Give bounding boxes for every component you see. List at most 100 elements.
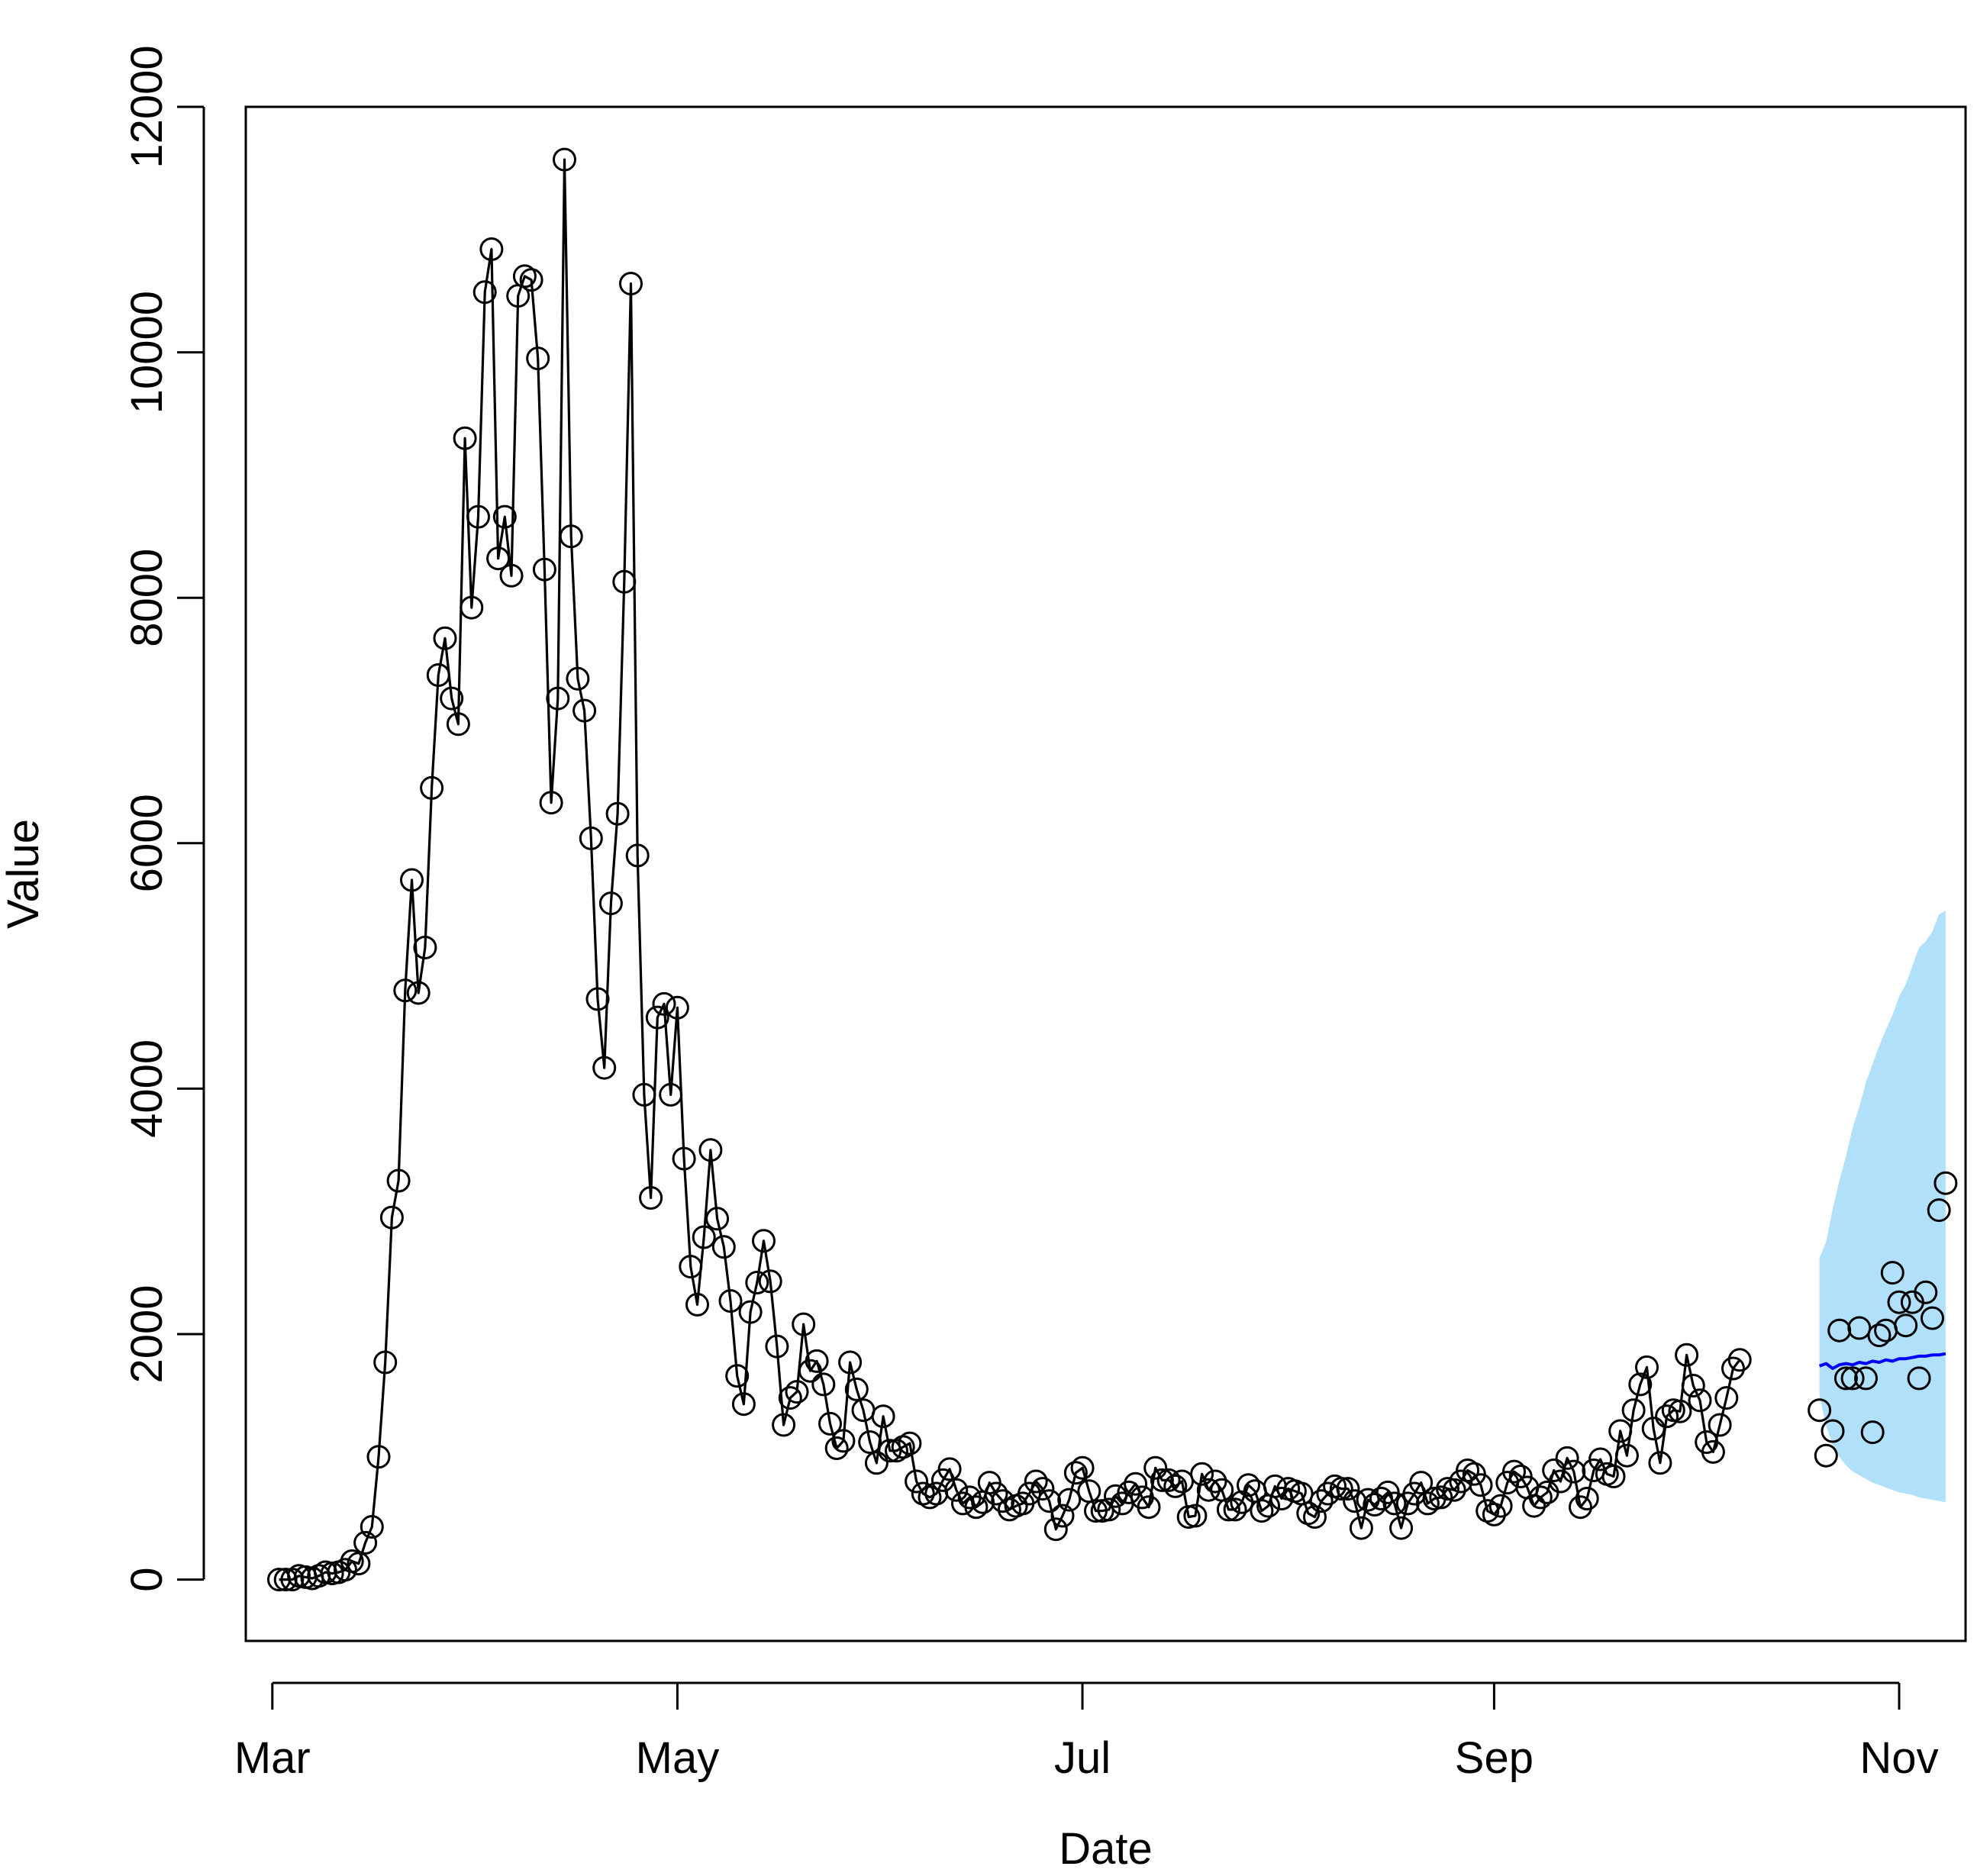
observed-point (1237, 1473, 1260, 1497)
observed-point (1303, 1505, 1327, 1529)
observed-point (1389, 1516, 1414, 1540)
held-out-point (1827, 1318, 1852, 1343)
forecast-line (1818, 1352, 1946, 1370)
observed-point (1050, 1504, 1075, 1528)
observed-point (898, 1431, 922, 1455)
observed-point (1057, 1488, 1082, 1512)
observed-point (718, 1289, 743, 1314)
observed-point (725, 1364, 750, 1388)
held-out-point (1894, 1314, 1918, 1338)
observed-point (659, 1082, 683, 1107)
observed-point (811, 1372, 836, 1397)
observed-point (446, 712, 470, 737)
observed-point (559, 524, 583, 549)
observed-point (334, 1558, 357, 1582)
observed-point (273, 1568, 298, 1592)
observed-point (486, 546, 511, 571)
observed-point (645, 1005, 669, 1030)
observed-point (1196, 1478, 1221, 1502)
observed-point (705, 1207, 730, 1231)
observed-point (1588, 1447, 1613, 1471)
observed-point (532, 557, 556, 582)
observed-point (1329, 1477, 1353, 1501)
observed-point (1488, 1494, 1513, 1518)
observed-point (785, 1380, 809, 1404)
y-tick-label: 2000 (122, 1285, 172, 1383)
observed-point (1156, 1468, 1181, 1492)
observed-point (1522, 1494, 1546, 1518)
observed-point (625, 843, 650, 868)
observed-point (698, 1138, 723, 1162)
observed-point (805, 1349, 829, 1373)
observed-point (1043, 1517, 1068, 1542)
x-tick-label: Jul (1054, 1733, 1111, 1783)
observed-point (539, 791, 563, 815)
forecast-series-layer (1818, 1352, 1946, 1370)
observed-point (731, 1392, 756, 1417)
observed-point (1641, 1417, 1666, 1441)
observed-point (393, 978, 418, 1003)
y-tick-label: 6000 (122, 794, 172, 892)
observed-point (1150, 1468, 1174, 1492)
observed-point (1223, 1497, 1247, 1522)
observed-point (1363, 1493, 1387, 1517)
observed-point (566, 666, 590, 691)
observed-point (685, 1292, 709, 1317)
y-tick-label: 0 (122, 1567, 172, 1591)
observed-point (1555, 1446, 1579, 1470)
held-out-point (1860, 1420, 1885, 1445)
observed-point (406, 981, 431, 1005)
observed-point (878, 1439, 902, 1463)
observed-point (1701, 1439, 1725, 1464)
held-out-point (1821, 1419, 1845, 1443)
observed-point (1409, 1471, 1434, 1495)
observed-series-layer (267, 147, 1752, 1592)
observed-point (818, 1411, 842, 1436)
y-tick-label: 12000 (122, 45, 172, 168)
observed-point (466, 504, 490, 529)
y-tick-label: 10000 (122, 291, 172, 414)
observed-point (1190, 1462, 1214, 1486)
observed-point (553, 147, 576, 172)
observed-point (1018, 1481, 1041, 1506)
observed-point (778, 1386, 802, 1410)
observed-point (1084, 1499, 1108, 1523)
observed-point (1714, 1386, 1739, 1410)
observed-point (472, 280, 497, 305)
prediction-interval-layer (1819, 911, 1946, 1503)
observed-point (745, 1271, 769, 1294)
observed-point (1143, 1455, 1168, 1480)
observed-point (1429, 1485, 1453, 1510)
observed-point (1635, 1355, 1659, 1379)
observed-point (413, 936, 437, 959)
observed-point (1675, 1343, 1699, 1367)
observed-point (905, 1469, 929, 1494)
observed-point (605, 801, 630, 826)
observed-point (1621, 1398, 1646, 1423)
observed-point (585, 987, 610, 1011)
observed-point (347, 1552, 371, 1576)
observed-point (858, 1430, 882, 1454)
x-tick-label: Mar (234, 1733, 311, 1783)
observed-point (937, 1457, 962, 1481)
observed-point (1170, 1469, 1194, 1494)
observed-point (984, 1481, 1008, 1506)
observed-point (1030, 1477, 1055, 1501)
held-out-point (1808, 1398, 1832, 1423)
observed-point (579, 826, 603, 850)
held-out-point (1867, 1323, 1892, 1348)
observed-point (1721, 1356, 1745, 1381)
observed-point (639, 1186, 663, 1210)
observed-point (1482, 1502, 1506, 1526)
observed-point (1415, 1491, 1440, 1516)
observed-point (546, 686, 570, 711)
observed-point (1528, 1485, 1553, 1510)
held-out-point (1840, 1366, 1865, 1391)
observed-point (1024, 1469, 1048, 1494)
observed-point (1502, 1459, 1526, 1484)
observed-point (592, 1056, 617, 1080)
observed-point (1614, 1443, 1639, 1468)
held-out-point (1854, 1366, 1878, 1391)
